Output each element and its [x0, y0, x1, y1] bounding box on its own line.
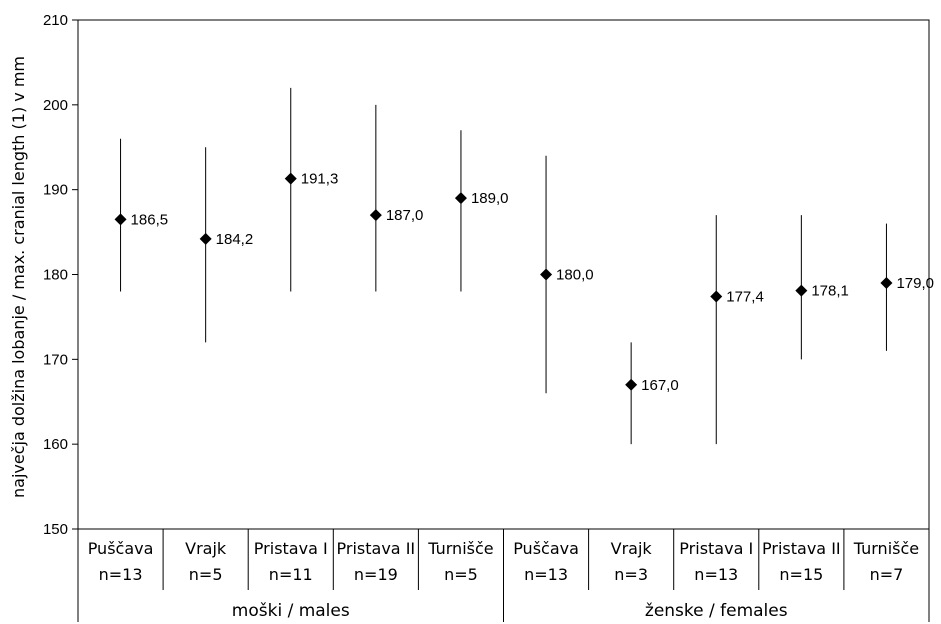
data-label: 184,2	[216, 231, 254, 248]
category-n-label: n=3	[614, 565, 648, 584]
category-site-label: Puščava	[513, 539, 579, 558]
data-label: 179,0	[896, 275, 934, 292]
category-site-label: Pristava I	[679, 539, 753, 558]
category-site-label: Pristava I	[254, 539, 328, 558]
y-tick-label: 170	[43, 351, 68, 368]
category-n-label: n=15	[779, 565, 823, 584]
mean-marker	[710, 290, 723, 303]
mean-marker	[625, 378, 638, 391]
category-n-label: n=7	[870, 565, 904, 584]
mean-marker	[880, 276, 893, 289]
y-tick-label: 160	[43, 436, 68, 453]
mean-marker	[114, 213, 127, 226]
category-n-label: n=13	[99, 565, 143, 584]
category-site-label: Vrajk	[611, 539, 653, 558]
data-label: 180,0	[556, 267, 594, 284]
mean-marker	[199, 232, 212, 245]
category-n-label: n=13	[694, 565, 738, 584]
mean-marker	[795, 284, 808, 297]
category-site-label: Turnišče	[853, 539, 919, 558]
chart-marks	[114, 87, 893, 445]
group-label: ženske / females	[645, 601, 788, 621]
category-site-label: Puščava	[88, 539, 154, 558]
category-site-label: Vrajk	[185, 539, 227, 558]
group-label: moški / males	[232, 601, 350, 621]
mean-marker	[369, 209, 382, 222]
data-label: 178,1	[811, 283, 849, 300]
chart-labels: 150 160 170 180 190 200 210 186,5 Puščava n=13 184…	[43, 12, 934, 621]
axes	[72, 19, 930, 622]
data-label: 177,4	[726, 289, 764, 306]
mean-marker	[540, 268, 553, 281]
category-n-label: n=5	[444, 565, 478, 584]
y-axis-label: največja dolžina lobanje / max. cranial …	[9, 56, 28, 498]
category-n-label: n=13	[524, 565, 568, 584]
category-n-label: n=19	[354, 565, 398, 584]
mean-marker	[284, 172, 297, 185]
y-tick-label: 180	[43, 267, 68, 284]
data-label: 191,3	[301, 171, 339, 188]
mean-marker	[454, 192, 467, 205]
category-site-label: Turnišče	[427, 539, 493, 558]
y-tick-label: 190	[43, 182, 68, 199]
y-tick-label: 150	[43, 521, 68, 538]
category-site-label: Pristava II	[337, 539, 416, 558]
y-tick-label: 210	[43, 12, 68, 29]
data-label: 167,0	[641, 377, 679, 394]
category-n-label: n=11	[269, 565, 313, 584]
data-label: 189,0	[471, 190, 509, 207]
y-tick-label: 200	[43, 97, 68, 114]
category-n-label: n=5	[189, 565, 223, 584]
data-label: 187,0	[386, 207, 424, 224]
data-label: 186,5	[131, 211, 169, 228]
category-site-label: Pristava II	[762, 539, 841, 558]
